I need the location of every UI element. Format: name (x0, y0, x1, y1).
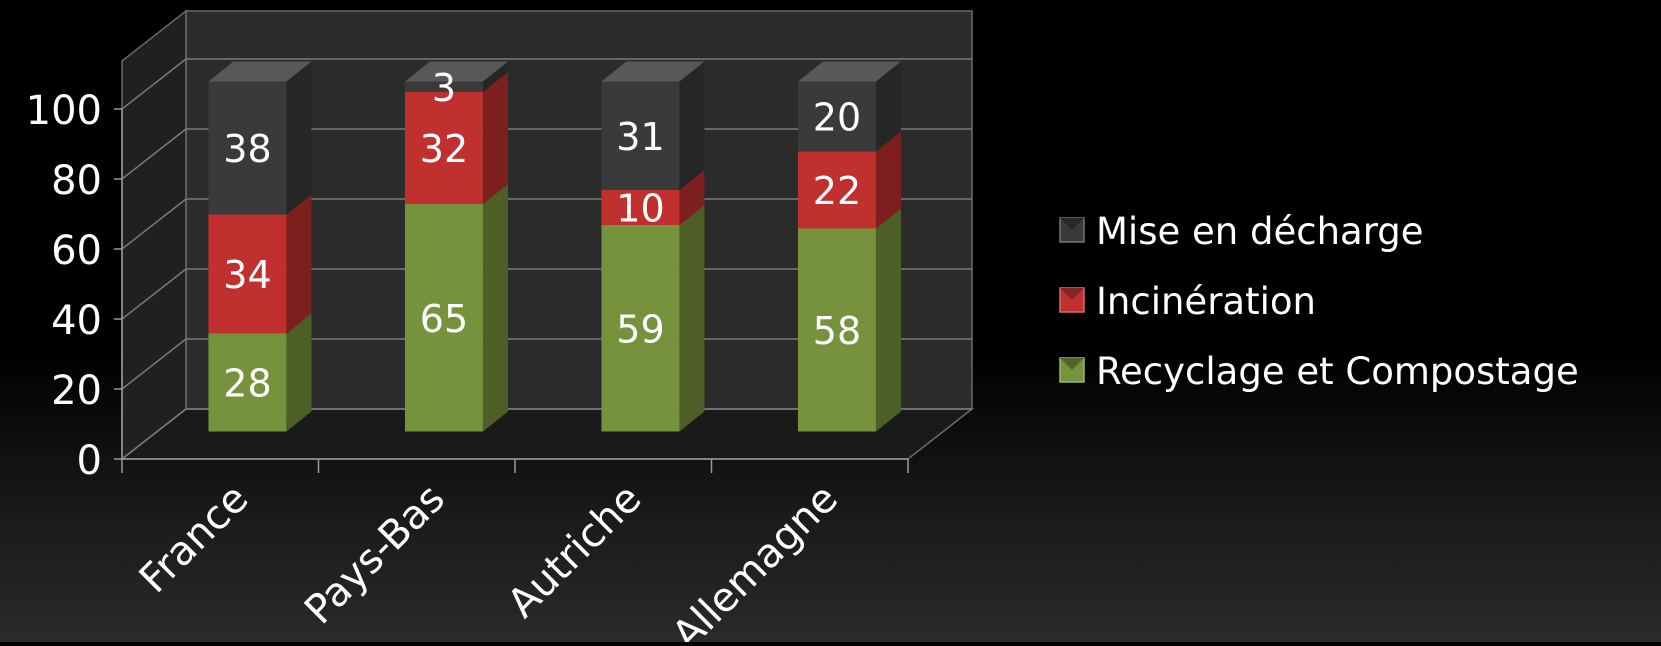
y-tick-label: 80 (51, 158, 102, 204)
data-label-pays-bas-mise-en-decharge: 3 (432, 66, 456, 110)
legend-swatch-shade (1060, 218, 1084, 230)
legend-swatch-shade (1060, 358, 1084, 370)
bar-allemagne-mise-en-decharge: 20 (797, 61, 901, 152)
y-axis: 0 20 40 60 80 100 (26, 88, 123, 484)
data-label-allemagne-incineration: 22 (813, 169, 861, 213)
x-tick-label-france: France (131, 476, 258, 603)
bar-allemagne-mise-en-decharge-front (797, 81, 876, 152)
bar-autriche-recyclage-et-compostage-front (601, 225, 680, 432)
bar-pays-bas-incineration-front (404, 92, 483, 204)
gridline-side (121, 338, 187, 390)
bar-allemagne-incineration-front (797, 151, 876, 229)
bar-autriche-mise-en-decharge-top (601, 61, 705, 82)
bar-france-mise-en-decharge-side (286, 61, 312, 215)
data-label-autriche-mise-en-decharge: 31 (616, 115, 664, 159)
bar-autriche-recyclage-et-compostage: 59 (601, 205, 705, 432)
legend-label: Incinération (1096, 280, 1316, 323)
bar-allemagne-mise-en-decharge-top (797, 61, 901, 82)
bar-pays-bas-recyclage-et-compostage-front (404, 204, 483, 432)
data-label-autriche-incineration: 10 (616, 187, 664, 231)
bar-autriche-mise-en-decharge: 31 (601, 61, 705, 190)
data-label-allemagne-recyclage-et-compostage: 58 (813, 309, 861, 353)
y-tick-label: 60 (51, 228, 102, 274)
gridline-side (121, 128, 187, 180)
y-tick-label: 40 (51, 298, 102, 344)
bar-france-mise-en-decharge-top (208, 61, 312, 82)
gridline-side (121, 408, 187, 460)
bar-group-france: 28 34 38 (208, 61, 312, 432)
bar-france-incineration-front (208, 214, 287, 334)
data-label-france-mise-en-decharge: 38 (223, 127, 271, 171)
side-wall (121, 9, 187, 461)
bar-france-incineration-side (286, 194, 312, 334)
legend: Mise en décharge Incinération Recyclage et… (1059, 210, 1579, 393)
bar-pays-bas-mise-en-decharge-side (482, 61, 508, 92)
data-label-pays-bas-recyclage-et-compostage: 65 (420, 297, 468, 341)
bar-pays-bas-recyclage-et-compostage-side (482, 184, 508, 432)
x-tick-label-pays-bas: Pays-Bas (296, 476, 454, 634)
x-axis: France Pays-Bas Autriche Allemagne (121, 458, 909, 646)
bar-allemagne-incineration: 22 (797, 131, 901, 229)
bar-france-recyclage-et-compostage-side (286, 313, 312, 432)
bar-allemagne-recyclage-et-compostage-side (875, 208, 901, 432)
data-label-france-incineration: 34 (223, 253, 271, 297)
y-tick-label: 100 (26, 88, 102, 134)
bar-france-recyclage-et-compostage: 28 (208, 313, 312, 432)
legend-label: Recyclage et Compostage (1096, 350, 1579, 393)
bar-allemagne-recyclage-et-compostage-front (797, 228, 876, 432)
bar-group-autriche: 59 10 31 (601, 61, 705, 432)
bar-group-pays-bas: 65 32 3 (404, 61, 508, 432)
bar-pays-bas-mise-en-decharge-front (404, 81, 483, 92)
bar-autriche-mise-en-decharge-side (679, 61, 705, 190)
x-tick-label-autriche: Autriche (499, 476, 650, 627)
bar-autriche-incineration-front (601, 190, 680, 225)
gridline-side (121, 268, 187, 320)
bar-france-recyclage-et-compostage-front (208, 333, 287, 432)
data-label-allemagne-mise-en-decharge: 20 (813, 96, 861, 140)
gridline-side (121, 198, 187, 250)
bar-france-mise-en-decharge-front (208, 81, 287, 215)
x-tick-label-allemagne: Allemagne (664, 476, 847, 642)
bar-france-mise-en-decharge: 38 (208, 61, 312, 215)
legend-item-recyclage-et-compostage: Recyclage et Compostage (1059, 350, 1579, 393)
legend-item-mise-en-decharge: Mise en décharge (1059, 210, 1424, 253)
bar-pays-bas-incineration-side (482, 72, 508, 204)
data-label-france-recyclage-et-compostage: 28 (223, 362, 271, 406)
bar-autriche-incineration: 10 (601, 170, 705, 231)
legend-item-incineration: Incinération (1059, 280, 1316, 323)
y-tick-label: 20 (51, 368, 102, 414)
y-tick-label: 0 (77, 438, 102, 484)
bar-pays-bas-recyclage-et-compostage: 65 (404, 184, 508, 432)
gridline-side (121, 58, 187, 110)
legend-swatch-shade (1060, 288, 1084, 300)
bars: 28 34 38 65 32 3 59 10 31 58 22 20 (208, 61, 901, 432)
bar-autriche-incineration-side (679, 170, 705, 225)
bar-pays-bas-incineration: 32 (404, 72, 508, 204)
data-label-pays-bas-incineration: 32 (420, 127, 468, 171)
bar-pays-bas-mise-en-decharge-top (404, 61, 508, 82)
data-label-autriche-recyclage-et-compostage: 59 (616, 307, 664, 351)
bar-allemagne-mise-en-decharge-side (875, 61, 901, 152)
bar-autriche-recyclage-et-compostage-side (679, 205, 705, 432)
bar-group-allemagne: 58 22 20 (797, 61, 901, 432)
legend-label: Mise en décharge (1096, 210, 1424, 253)
bar-autriche-mise-en-decharge-front (601, 81, 680, 190)
bar-pays-bas-mise-en-decharge: 3 (404, 61, 508, 110)
bar-france-incineration: 34 (208, 194, 312, 334)
bar-allemagne-incineration-side (875, 131, 901, 229)
bar-allemagne-recyclage-et-compostage: 58 (797, 208, 901, 432)
